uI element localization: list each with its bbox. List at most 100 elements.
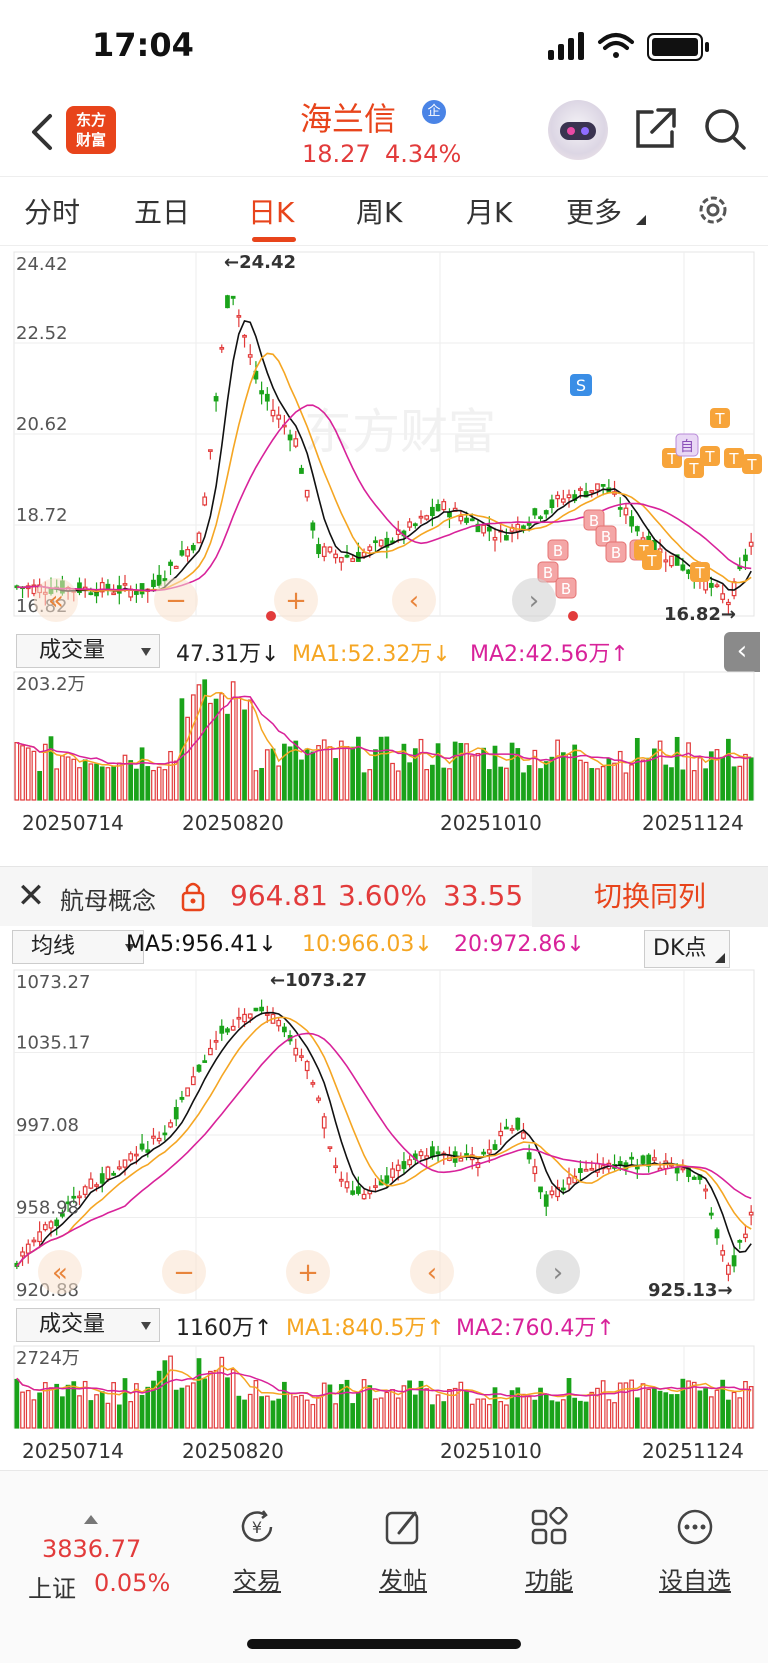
tab-intraday[interactable]: 分时 <box>24 196 81 229</box>
candle-body <box>225 1028 230 1033</box>
volume-bar <box>589 1391 595 1429</box>
sh-index-value[interactable]: 3836.77 <box>42 1535 142 1563</box>
y-axis-label: 24.42 <box>16 254 68 275</box>
candle-body <box>350 558 356 563</box>
volume-bar <box>179 1387 185 1429</box>
buy-signal-badge <box>547 539 569 561</box>
candle-body <box>623 507 629 516</box>
volume-bar <box>515 748 521 801</box>
candle-body <box>361 551 367 557</box>
volume-bar <box>310 751 316 801</box>
candle-body <box>720 1250 726 1256</box>
app-logo[interactable]: 东方 财富 <box>66 106 116 154</box>
tab-monthly-k[interactable]: 月K <box>466 196 513 229</box>
back-chevron-icon[interactable] <box>22 102 62 162</box>
next-icon[interactable] <box>536 1250 580 1294</box>
dk-point-button[interactable]: DK点 <box>644 930 730 968</box>
gear-icon[interactable] <box>694 191 732 229</box>
volume-bar <box>390 762 395 801</box>
trade-signal-label: T <box>694 564 705 582</box>
prev-icon[interactable] <box>392 578 436 622</box>
switch-peer-button[interactable]: 切换同列 <box>532 867 768 927</box>
candle-body <box>486 526 492 532</box>
trade-icon: ¥ <box>241 1510 273 1542</box>
candle-body <box>287 434 293 441</box>
volume-bar <box>122 754 128 801</box>
x-axis-date-label: 20251124 <box>642 811 744 835</box>
zoom-in-icon[interactable] <box>274 578 318 622</box>
high-price-marker: ←24.42 <box>224 252 296 273</box>
rewind-icon[interactable] <box>34 578 78 622</box>
volume-bar <box>77 767 82 801</box>
watermark: 东方财富 <box>304 404 496 460</box>
collapse-panel-button[interactable]: ‹ <box>724 632 760 672</box>
share-icon[interactable] <box>630 104 680 154</box>
prev-icon[interactable] <box>410 1250 454 1294</box>
volume-bar <box>583 761 589 801</box>
volume-bar <box>94 763 99 801</box>
stock-name[interactable]: 海兰信 <box>300 100 397 138</box>
logo-text-line2: 财富 <box>75 131 106 149</box>
candle-body <box>748 541 754 547</box>
zoom-out-icon[interactable] <box>162 1250 206 1294</box>
nav-post[interactable]: 发帖 <box>358 1507 448 1607</box>
candle-body <box>31 584 37 595</box>
volume-selector-2[interactable]: 成交量 <box>16 1308 160 1342</box>
volume-bar <box>276 1398 282 1429</box>
volume-bar <box>168 750 173 801</box>
candle-body <box>549 1190 555 1196</box>
candle-body <box>128 1153 134 1161</box>
expand-up-icon[interactable] <box>84 1515 98 1524</box>
volume-bar <box>612 762 617 801</box>
low-price-marker: 16.82→ <box>664 604 736 625</box>
volume-bar <box>452 741 458 801</box>
ai-assistant-avatar[interactable] <box>548 100 608 160</box>
volume-bar <box>543 761 549 801</box>
candle-body <box>714 1229 720 1239</box>
candle-body <box>151 1135 156 1139</box>
candle-body <box>185 549 190 557</box>
candle-body <box>304 489 310 498</box>
nav-trade[interactable]: ¥ 交易 <box>212 1507 302 1607</box>
ma-selector[interactable]: 均线 <box>12 930 144 964</box>
concept-name[interactable]: 航母概念 <box>60 887 156 915</box>
tab-more[interactable]: 更多 <box>566 196 623 229</box>
kline-chart-main[interactable]: 东方财富 SBBBBBBBTTTTTTTTT自 24.4222.5220.621… <box>0 248 768 628</box>
search-icon[interactable] <box>700 104 750 154</box>
ma20-value: 20:972.86↓ <box>454 932 585 957</box>
nav-add-watchlist[interactable]: 设自选 <box>650 1507 740 1607</box>
volume-selector[interactable]: 成交量 <box>16 634 160 668</box>
next-icon-glyph: › <box>553 1258 563 1288</box>
volume-bar <box>259 767 264 801</box>
tab-weekly-k[interactable]: 周K <box>356 196 403 229</box>
volume-bar <box>356 736 361 801</box>
rewind-icon[interactable] <box>38 1250 82 1294</box>
candle-body <box>225 295 230 309</box>
nav-functions[interactable]: 功能 <box>504 1507 594 1607</box>
nav-trade-label: 交易 <box>233 1567 281 1595</box>
candle-body <box>481 1151 486 1155</box>
next-icon[interactable] <box>512 578 556 622</box>
x-axis-date-label: 20251010 <box>440 1439 542 1463</box>
zoom-out-icon-glyph: − <box>173 1258 195 1288</box>
candle-body <box>538 516 543 520</box>
candle-body <box>521 1132 526 1139</box>
volume-bar <box>407 762 412 801</box>
candle-body <box>151 579 156 588</box>
volume-bar <box>748 757 754 801</box>
volume-bar <box>469 1403 475 1429</box>
tab-five-day[interactable]: 五日 <box>134 196 191 229</box>
candle-body <box>264 393 270 402</box>
volume-ma2-2: MA2:760.4万↑ <box>456 1316 615 1341</box>
volume-bar <box>481 1398 486 1429</box>
nav-add-watchlist-label: 设自选 <box>659 1567 731 1595</box>
volume-selector-label: 成交量 <box>39 1312 106 1337</box>
volume-bar <box>190 1382 196 1429</box>
tab-daily-k[interactable]: 日K <box>248 196 295 229</box>
candle-body <box>384 537 390 548</box>
close-icon[interactable]: ✕ <box>16 876 46 916</box>
zoom-in-icon[interactable] <box>286 1250 330 1294</box>
zoom-out-icon[interactable] <box>154 578 198 622</box>
volume-bar <box>299 759 304 801</box>
